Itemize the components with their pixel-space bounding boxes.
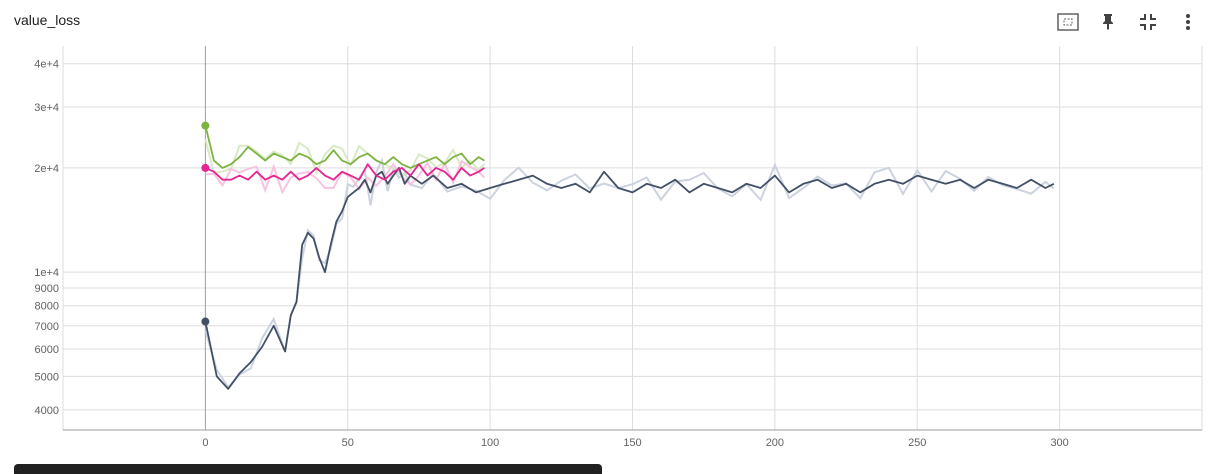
y-tick-label: 2e+4 [34, 163, 59, 175]
y-tick-label: 6000 [35, 344, 59, 356]
y-tick-label: 7000 [35, 321, 59, 333]
x-tick-label: 100 [481, 437, 499, 449]
collapse-icon [1140, 14, 1156, 30]
more-vert-icon [1186, 14, 1190, 30]
series-start-point [201, 121, 210, 130]
series-raw-line [204, 138, 486, 178]
x-tick-label: 150 [623, 437, 641, 449]
y-tick-label: 9000 [35, 283, 59, 295]
pin-icon [1103, 14, 1113, 30]
series-line [205, 163, 485, 181]
x-tick-label: 50 [342, 437, 354, 449]
y-tick-label: 4000 [35, 405, 59, 417]
fit-domain-button[interactable] [1052, 10, 1084, 34]
series-line [204, 125, 485, 169]
tooltip-bar [14, 464, 602, 474]
series-raw-line [204, 157, 1055, 389]
y-tick-label: 3e+4 [34, 102, 59, 114]
fit-domain-icon [1057, 13, 1079, 31]
y-tick-label: 5000 [35, 371, 59, 383]
chart-toolbar [1052, 10, 1204, 34]
series-start-point [201, 163, 210, 172]
collapse-button[interactable] [1132, 10, 1164, 34]
pin-button[interactable] [1092, 10, 1124, 34]
chart-title: value_loss [14, 12, 81, 28]
x-tick-label: 250 [908, 437, 926, 449]
y-tick-label: 8000 [35, 301, 59, 313]
x-tick-label: 300 [1050, 437, 1068, 449]
x-tick-label: 0 [202, 437, 208, 449]
y-tick-label: 1e+4 [34, 267, 59, 279]
x-tick-label: 200 [766, 437, 784, 449]
y-tick-label: 4e+4 [34, 59, 59, 71]
more-options-button[interactable] [1172, 10, 1204, 34]
series-line [204, 167, 1055, 390]
series-start-point [201, 317, 210, 326]
series-raw-line [205, 159, 486, 195]
